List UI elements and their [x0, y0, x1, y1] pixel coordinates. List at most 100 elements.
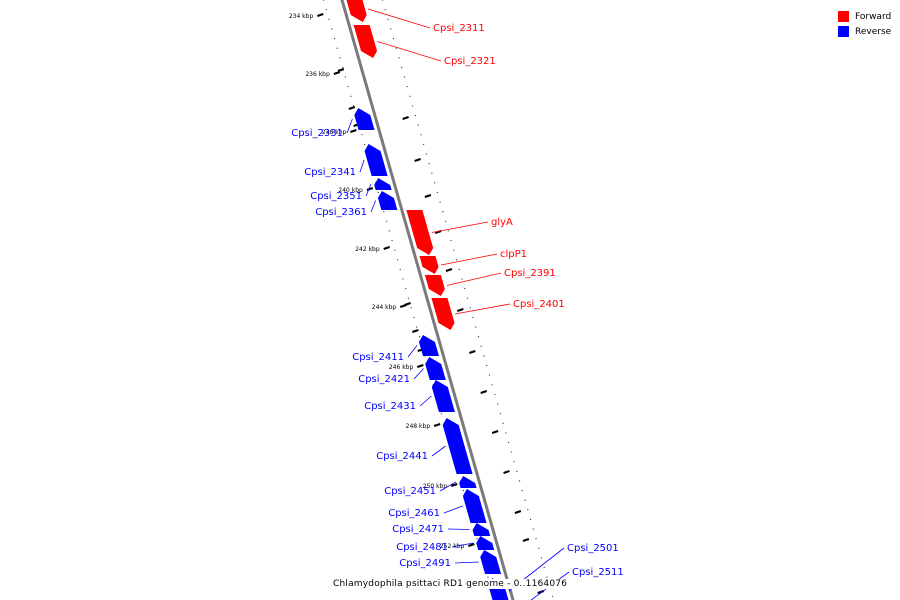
gene-leader-line	[454, 303, 511, 315]
gene-arrow-cpsi_2411	[418, 335, 439, 356]
gene-arrow-cpsi_2421	[425, 357, 446, 380]
ruler-tick	[383, 246, 390, 250]
track-dash	[424, 194, 432, 198]
gene-label-cpsi_2351: Cpsi_2351	[310, 191, 362, 202]
ruler-tick	[333, 71, 341, 75]
gene-label-cpsi_2441: Cpsi_2441	[376, 451, 428, 462]
legend-label-forward: Forward	[855, 11, 892, 22]
gene-leader-line	[413, 368, 424, 380]
gene-label-cpsi_2361: Cpsi_2361	[315, 207, 367, 218]
gene-arrow-cpsi_2491	[480, 550, 502, 574]
gene-arrow-clpp1	[419, 256, 439, 274]
ruler-tick-label: 250 kbp	[423, 483, 448, 490]
gene-leader-line	[419, 395, 432, 407]
gene-label-cpsi_2431: Cpsi_2431	[364, 401, 416, 412]
gene-arrow-cpsi_2361	[377, 191, 398, 210]
gene-label-cpsi_2411: Cpsi_2411	[352, 352, 404, 363]
gene-label-cpsi_2311: Cpsi_2311	[433, 23, 485, 34]
ruler-tick-label: 236 kbp	[305, 71, 330, 78]
ruler-tick	[450, 483, 458, 487]
ruler-tick-label: 244 kbp	[372, 304, 397, 311]
legend-swatch-reverse	[838, 26, 849, 37]
legend-item-forward: Forward	[838, 9, 891, 24]
gene-arrow-cpsi_2441	[442, 418, 473, 474]
gene-arrow-cpsi_2331	[354, 108, 375, 130]
gene-label-cpsi_2471: Cpsi_2471	[392, 524, 444, 535]
gene-leader-line	[451, 542, 474, 548]
gene-arrow-cpsi_2451	[459, 476, 477, 488]
legend-label-reverse: Reverse	[855, 26, 892, 37]
gene-leader-line	[367, 8, 431, 29]
gene-leader-line	[365, 183, 372, 197]
gene-label-cpsi_2511: Cpsi_2511	[572, 567, 624, 578]
gene-arrow-cpsi_2431	[431, 380, 455, 412]
track-dash	[412, 329, 419, 333]
ruler-tick	[366, 187, 374, 191]
gene-label-cpsi_2321: Cpsi_2321	[444, 56, 496, 67]
ruler-tick-label: 246 kbp	[389, 364, 414, 371]
gene-arrow-cpsi_2401	[431, 298, 455, 330]
gene-leader-line	[407, 345, 418, 358]
ruler-tick-label: 240 kbp	[338, 187, 363, 194]
gene-label-cpsi_2481: Cpsi_2481	[396, 542, 448, 553]
gene-leader-line	[431, 221, 489, 233]
gene-arrow-cpsi_2391	[424, 275, 445, 296]
gene-leader-line	[431, 445, 446, 457]
gene-arrow-glya	[406, 210, 434, 255]
gene-leader-line	[530, 571, 570, 600]
gene-label-cpsi_2461: Cpsi_2461	[388, 508, 440, 519]
gene-leader-line	[440, 253, 498, 266]
gene-label-cpsi_2491: Cpsi_2491	[399, 558, 451, 569]
gene-arrow-cpsi_2461	[462, 489, 487, 523]
gene-leader-line	[377, 41, 442, 62]
legend-swatch-forward	[838, 11, 849, 22]
gene-arrow-cpsi_2481	[476, 536, 495, 550]
gene-arrow-cpsi_2311	[346, 0, 367, 22]
ruler-tick	[399, 304, 407, 308]
legend-item-reverse: Reverse	[838, 24, 891, 39]
ruler-tick	[316, 13, 324, 17]
gene-label-cpsi_2391: Cpsi_2391	[504, 268, 556, 279]
ruler-tick	[468, 543, 475, 547]
gene-arrow-cpsi_2321	[353, 25, 378, 58]
ruler-tick-label: 252 kbp	[440, 543, 465, 550]
ruler-tick-label: 242 kbp	[355, 246, 380, 253]
gene-label-glya: glyA	[491, 217, 513, 228]
track-dash	[522, 538, 530, 542]
track-dash	[491, 430, 499, 434]
track-dash	[457, 308, 464, 312]
gene-label-cpsi_2331: Cpsi_2331	[291, 128, 343, 139]
track-dash	[514, 510, 522, 514]
gene-label-cpsi_2501: Cpsi_2501	[567, 543, 619, 554]
track-dash	[402, 116, 409, 120]
genome-caption: Chlamydophila psittaci RD1 genome - 0..1…	[333, 579, 568, 589]
gene-label-cpsi_2451: Cpsi_2451	[384, 486, 436, 497]
gene-leader-line	[346, 118, 353, 134]
ruler-tick-label: 238 kbp	[322, 129, 347, 136]
gene-arrow-cpsi_2471	[472, 523, 491, 536]
gene-leader-line	[454, 561, 479, 564]
track-dash	[445, 268, 453, 272]
gene-leader-line	[443, 505, 463, 514]
gene-label-cpsi_2401: Cpsi_2401	[513, 299, 565, 310]
gene-leader-line	[439, 481, 457, 492]
track-dash	[480, 390, 488, 394]
track-dash	[503, 470, 510, 474]
gene-label-clpp1: clpP1	[500, 249, 527, 260]
gene-leader-line	[447, 528, 470, 530]
track-dash	[469, 350, 476, 354]
ruler-tick	[416, 364, 424, 368]
gene-arrow-cpsi_2351	[374, 178, 392, 190]
legend: Forward Reverse	[838, 9, 891, 39]
ruler-tick-label: 248 kbp	[406, 423, 431, 430]
gene-label-cpsi_2421: Cpsi_2421	[358, 374, 410, 385]
ruler-tick	[350, 129, 357, 133]
track-dash	[414, 158, 421, 162]
genome-backbone	[340, 0, 515, 600]
track-dash	[348, 106, 356, 110]
gene-leader-line	[370, 200, 377, 213]
ruler-tick	[433, 423, 441, 427]
ruler-tick-label: 234 kbp	[289, 13, 314, 20]
track-dash	[337, 68, 345, 72]
